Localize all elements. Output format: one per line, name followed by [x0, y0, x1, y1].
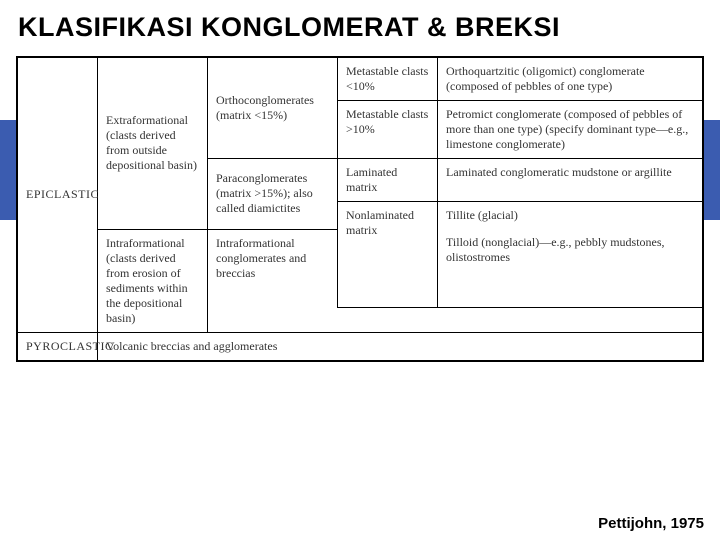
- page-title: KLASIFIKASI KONGLOMERAT & BREKSI: [18, 12, 560, 43]
- cell-intra-label: Intraformational (clasts derived from er…: [98, 229, 208, 332]
- cell-intra-span-a: Intraformational conglomerates and brecc…: [208, 229, 338, 332]
- cell-extra: Extraformational (clasts derived from ou…: [98, 58, 208, 230]
- cell-pyro-span: Volcanic breccias and agglomerates: [98, 332, 703, 360]
- citation: Pettijohn, 1975: [598, 515, 704, 532]
- cell-meta-gt10: Metastable clasts >10%: [338, 101, 438, 159]
- cell-nonlam: Nonlaminated matrix: [338, 202, 438, 308]
- classification-table: EPICLASTIC Extraformational (clasts deri…: [16, 56, 704, 362]
- cell-lam-cong: Laminated conglomeratic mudstone or argi…: [438, 159, 703, 202]
- cell-orthoq: Orthoquartzitic (oligomict) conglomerate…: [438, 58, 703, 101]
- cell-tilloid: Tilloid (nonglacial)—e.g., pebbly mudsto…: [438, 229, 703, 308]
- cell-pyroclastic: PYROCLASTIC: [18, 332, 98, 360]
- slide: KLASIFIKASI KONGLOMERAT & BREKSI EPICLAS…: [0, 0, 720, 540]
- cell-intra-span-b: [338, 308, 703, 332]
- cell-ortho: Orthoconglomerates (matrix <15%): [208, 58, 338, 159]
- cell-lam: Laminated matrix: [338, 159, 438, 202]
- cell-meta-lt10: Metastable clasts <10%: [338, 58, 438, 101]
- cell-para: Paraconglomerates (matrix >15%); also ca…: [208, 159, 338, 230]
- cell-petromict: Petromict conglomerate (composed of pebb…: [438, 101, 703, 159]
- cell-epiclastic: EPICLASTIC: [18, 58, 98, 333]
- cell-tillite: Tillite (glacial): [438, 202, 703, 230]
